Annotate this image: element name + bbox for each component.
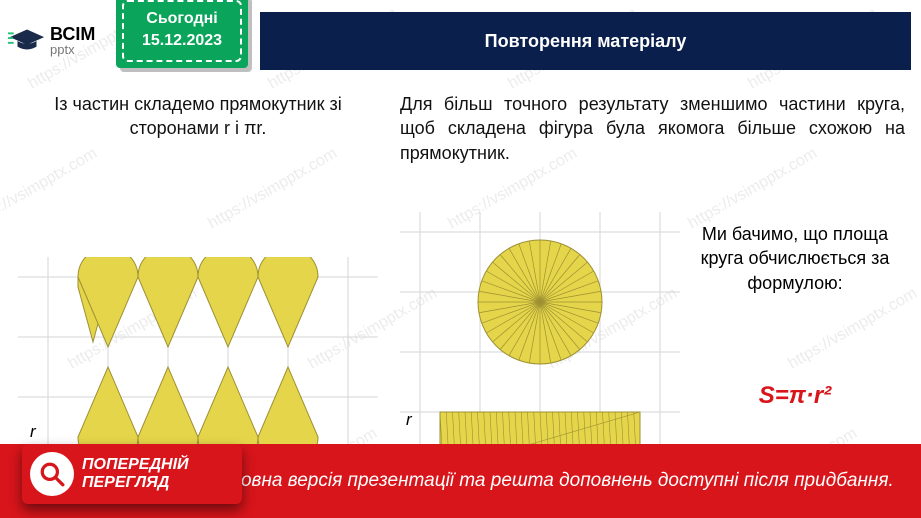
right-column: Для більш точного результату зменшимо ча…: [400, 92, 905, 165]
r-label-left: r: [30, 422, 36, 442]
preview-badge: ПОПЕРЕДНІЙ ПЕРЕГЛЯД: [22, 444, 242, 504]
left-paragraph: Із частин складемо прямокутник зі сторон…: [18, 92, 378, 141]
logo: ВСІМ pptx: [8, 14, 118, 66]
footer-text: Повна версія презентації та решта доповн…: [227, 469, 894, 494]
magnifier-icon: [39, 461, 65, 487]
side-text: Ми бачимо, що площа круга обчислюється з…: [690, 222, 900, 295]
title-text: Повторення матеріалу: [485, 31, 687, 52]
date-line2: 15.12.2023: [128, 30, 236, 52]
graduation-cap-icon: [8, 25, 46, 55]
logo-main-text: ВСІМ: [50, 25, 95, 43]
logo-sub-text: pptx: [50, 43, 95, 56]
r-label-right: r: [406, 410, 412, 430]
right-paragraph: Для більш точного результату зменшимо ча…: [400, 92, 905, 165]
date-line1: Сьогодні: [128, 8, 236, 30]
date-badge: Сьогодні 15.12.2023: [122, 0, 242, 62]
formula: S=π·r²: [690, 382, 900, 410]
preview-text: ПОПЕРЕДНІЙ ПЕРЕГЛЯД: [82, 456, 189, 491]
preview-line1: ПОПЕРЕДНІЙ: [82, 456, 189, 474]
preview-line2: ПЕРЕГЛЯД: [82, 474, 189, 492]
title-bar: Повторення матеріалу: [260, 12, 911, 70]
left-column: Із частин складемо прямокутник зі сторон…: [18, 92, 378, 141]
header: ВСІМ pptx Сьогодні 15.12.2023 Повторення…: [0, 0, 921, 82]
magnifier-circle: [30, 452, 74, 496]
